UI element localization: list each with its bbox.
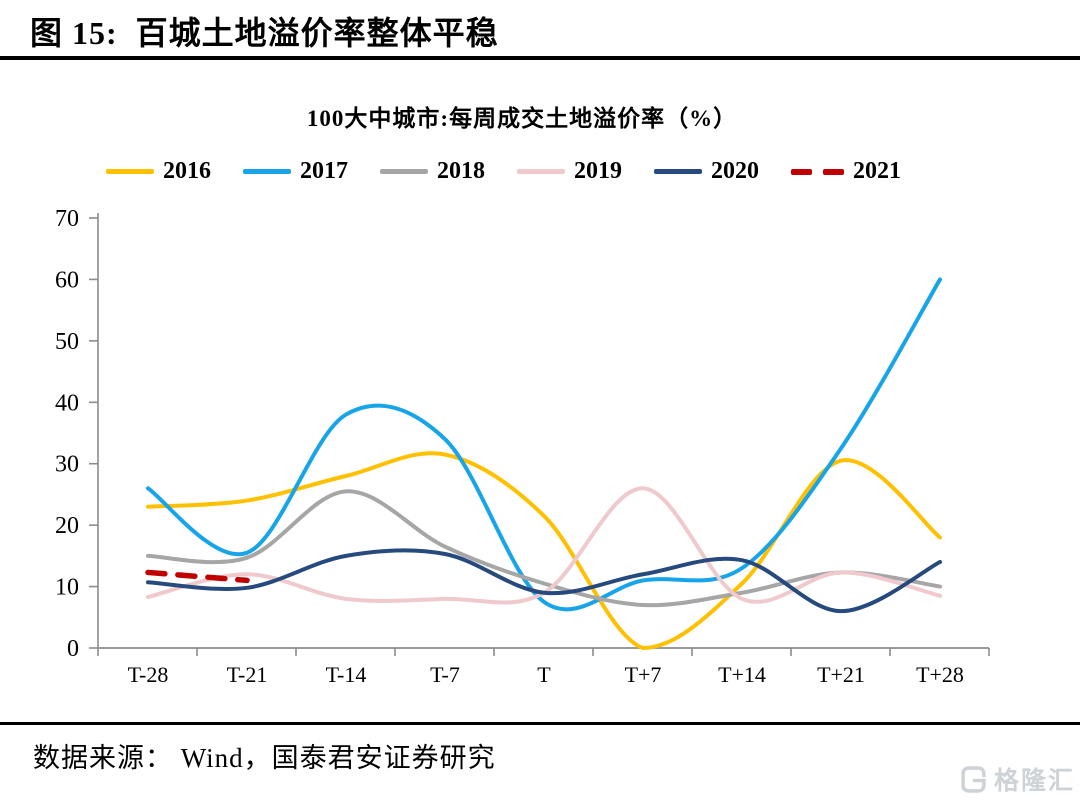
x-axis-tick-label: T-14 (326, 662, 367, 687)
legend-item-2017: 2017 (243, 158, 348, 185)
x-axis-tick-label: T+28 (916, 662, 964, 687)
y-axis-tick-label: 10 (55, 575, 79, 601)
legend-swatch-2019 (517, 169, 565, 174)
x-axis-tick-label: T-21 (227, 662, 268, 687)
series-line-2016 (146, 451, 942, 650)
gelonghui-logo-icon (961, 765, 988, 793)
y-axis-tick-label: 30 (55, 452, 79, 478)
x-axis-tick-label: T (537, 662, 551, 687)
line-chart: 0 10 20 30 40 50 60 70 T-28 T-21 T-14 T-7 T T+7 T+14 T+… (55, 206, 990, 687)
series-line-2018 (146, 489, 942, 608)
legend-label: 2020 (711, 158, 759, 184)
title-divider (0, 56, 1080, 60)
y-axis-tick-label: 40 (55, 390, 79, 416)
legend-item-2016: 2016 (106, 158, 211, 185)
x-axis-tick-label: T-7 (430, 662, 460, 687)
legend-label: 2018 (437, 158, 485, 184)
y-axis-tick-label: 0 (67, 636, 79, 662)
footer-divider (0, 722, 1080, 725)
data-source-text: 数据来源： Wind，国泰君安证券研究 (33, 743, 496, 773)
x-axis-tick-label: T+7 (625, 662, 662, 687)
legend-item-2019: 2019 (517, 158, 622, 185)
legend-swatch-2020 (654, 169, 702, 174)
x-axis-tick-label: T+21 (817, 662, 865, 687)
series-line-2020 (146, 548, 942, 614)
x-axis-tick-label: T+14 (718, 662, 766, 687)
legend-swatch-2016 (106, 169, 154, 174)
series-line-2021 (145, 569, 250, 584)
figure-title: 图 15: 百城土地溢价率整体平稳 (30, 15, 499, 51)
legend-label: 2021 (853, 158, 901, 184)
legend-label: 2017 (300, 158, 348, 184)
legend-label: 2019 (574, 158, 622, 184)
legend-item-2021: 2021 (791, 158, 901, 185)
chart-legend: 2016 2017 2018 2019 2020 2021 (106, 158, 1006, 185)
legend-swatch-2017 (243, 169, 291, 174)
watermark-text: 格隆汇 (993, 767, 1075, 795)
series-line-2017 (146, 277, 942, 612)
legend-label: 2016 (163, 158, 211, 184)
y-axis-tick-label: 20 (55, 513, 79, 539)
y-axis-tick-label: 50 (55, 329, 79, 355)
y-axis-tick-label: 60 (55, 267, 79, 293)
legend-item-2020: 2020 (654, 158, 759, 185)
chart-subtitle: 100大中城市:每周成交土地溢价率（%） (306, 106, 738, 131)
legend-item-2018: 2018 (380, 158, 485, 185)
legend-swatch-2021 (791, 169, 844, 175)
watermark: 格隆汇 (961, 761, 1075, 797)
legend-swatch-2018 (380, 169, 428, 174)
y-axis-tick-label: 70 (55, 206, 79, 232)
x-axis-tick-label: T-28 (128, 662, 169, 687)
series-line-2019 (146, 486, 942, 605)
